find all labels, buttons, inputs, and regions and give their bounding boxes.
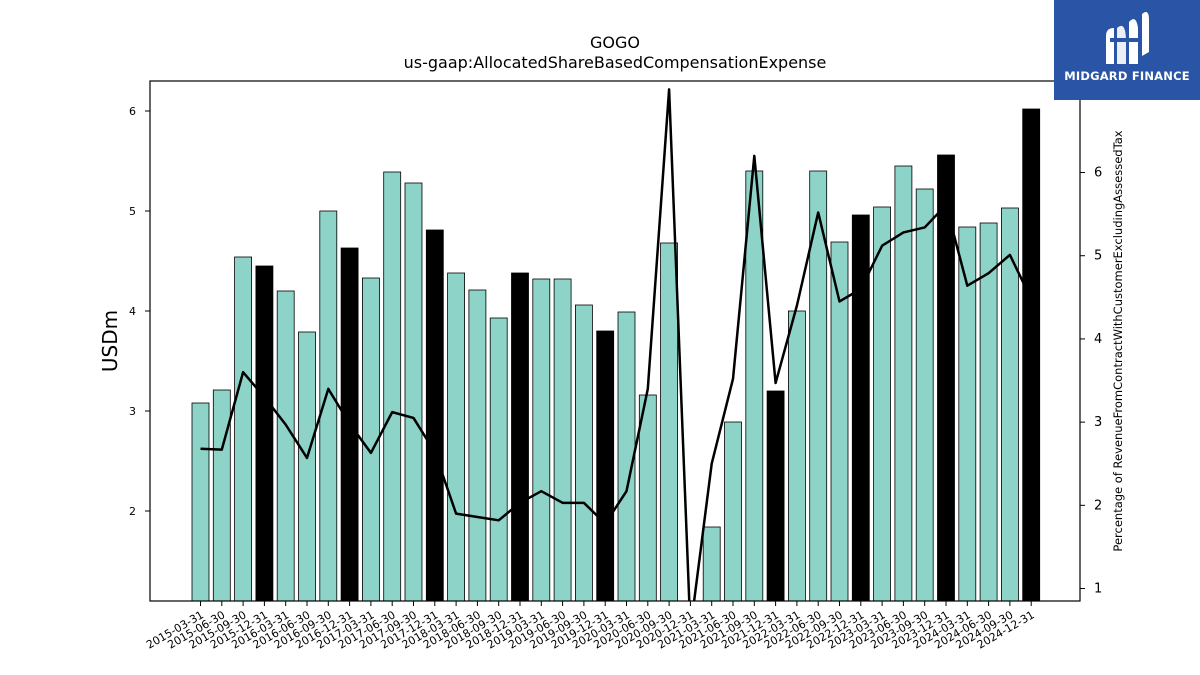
bar-2022-03-31	[788, 310, 806, 601]
brand-logo: MIDGARD FINANCE	[1054, 0, 1200, 100]
bar-2024-06-30	[979, 222, 998, 601]
bar-2019-12-31	[596, 330, 615, 601]
bar-2024-09-30	[1001, 207, 1019, 601]
y-tick-label: 3	[129, 405, 136, 418]
bar-2023-06-30	[894, 165, 913, 601]
y2-tick-label: 1	[1094, 582, 1102, 597]
bar-2021-06-30	[724, 421, 742, 601]
bar-2019-06-30	[553, 278, 572, 601]
y2-tick-label: 6	[1094, 166, 1102, 181]
bar-2019-09-30	[575, 304, 593, 601]
bars-layer	[191, 108, 1041, 601]
bar-2021-09-30	[745, 170, 764, 601]
bar-2018-09-30	[489, 317, 508, 601]
y-axis-label: USDm	[98, 310, 122, 372]
percentage-line	[200, 88, 1033, 601]
plot-frame	[149, 80, 1081, 602]
bar-2023-03-31	[873, 206, 891, 601]
y-tick-label: 4	[129, 305, 136, 318]
chart-subtitle: us-gaap:AllocatedShareBasedCompensationE…	[404, 53, 827, 72]
bar-2016-06-30	[298, 331, 316, 601]
bar-2020-06-30	[638, 394, 657, 601]
bar-2016-09-30	[319, 210, 338, 601]
bar-2021-03-31	[702, 526, 721, 601]
bar-2024-03-31	[958, 226, 977, 601]
bar-2023-09-30	[915, 188, 934, 601]
bar-2019-03-31	[532, 278, 551, 601]
bar-2017-12-31	[425, 229, 444, 601]
y2-axis-label: Percentage of RevenueFromContractWithCus…	[1111, 130, 1125, 551]
midgard-logo-icon	[1106, 12, 1149, 64]
y2-tick-label: 4	[1094, 332, 1102, 347]
bar-2024-12-31	[1022, 108, 1041, 601]
bar-2015-03-31	[191, 402, 210, 601]
bar-2021-12-31	[766, 390, 785, 601]
y-tick-label: 6	[129, 105, 136, 118]
chart-title: GOGO	[590, 33, 640, 52]
bar-2015-06-30	[212, 389, 231, 601]
bar-2017-06-30	[383, 171, 402, 601]
y-tick-label: 5	[129, 205, 136, 218]
y2-tick-label: 2	[1094, 498, 1102, 513]
bar-2022-09-30	[830, 241, 849, 601]
bar-2016-03-31	[276, 290, 295, 601]
y2-tick-label: 5	[1094, 249, 1102, 264]
bar-2023-12-31	[937, 154, 955, 601]
bar-2022-12-31	[851, 214, 870, 601]
bar-2020-03-31	[617, 311, 636, 601]
line-layer	[200, 88, 1033, 601]
brand-name: MIDGARD FINANCE	[1064, 69, 1190, 83]
x-axis-ticks: 2015-03-312015-06-302015-09-302015-12-31…	[144, 601, 1037, 652]
bar-2015-12-31	[255, 265, 274, 601]
y-tick-label: 2	[129, 505, 136, 518]
bar-2018-12-31	[511, 272, 529, 601]
bar-2018-06-30	[468, 289, 487, 601]
y2-tick-label: 3	[1094, 415, 1102, 430]
y2-axis-ticks: 1 2 3 4 5 6	[1080, 166, 1102, 597]
bar-2017-09-30	[404, 182, 423, 601]
bar-2015-09-30	[234, 256, 253, 601]
bar-2018-03-31	[447, 272, 466, 601]
bar-2022-06-30	[809, 170, 828, 601]
y-axis-ticks: 2 3 4 5 6	[129, 105, 150, 518]
bar-2020-09-30	[660, 242, 678, 601]
